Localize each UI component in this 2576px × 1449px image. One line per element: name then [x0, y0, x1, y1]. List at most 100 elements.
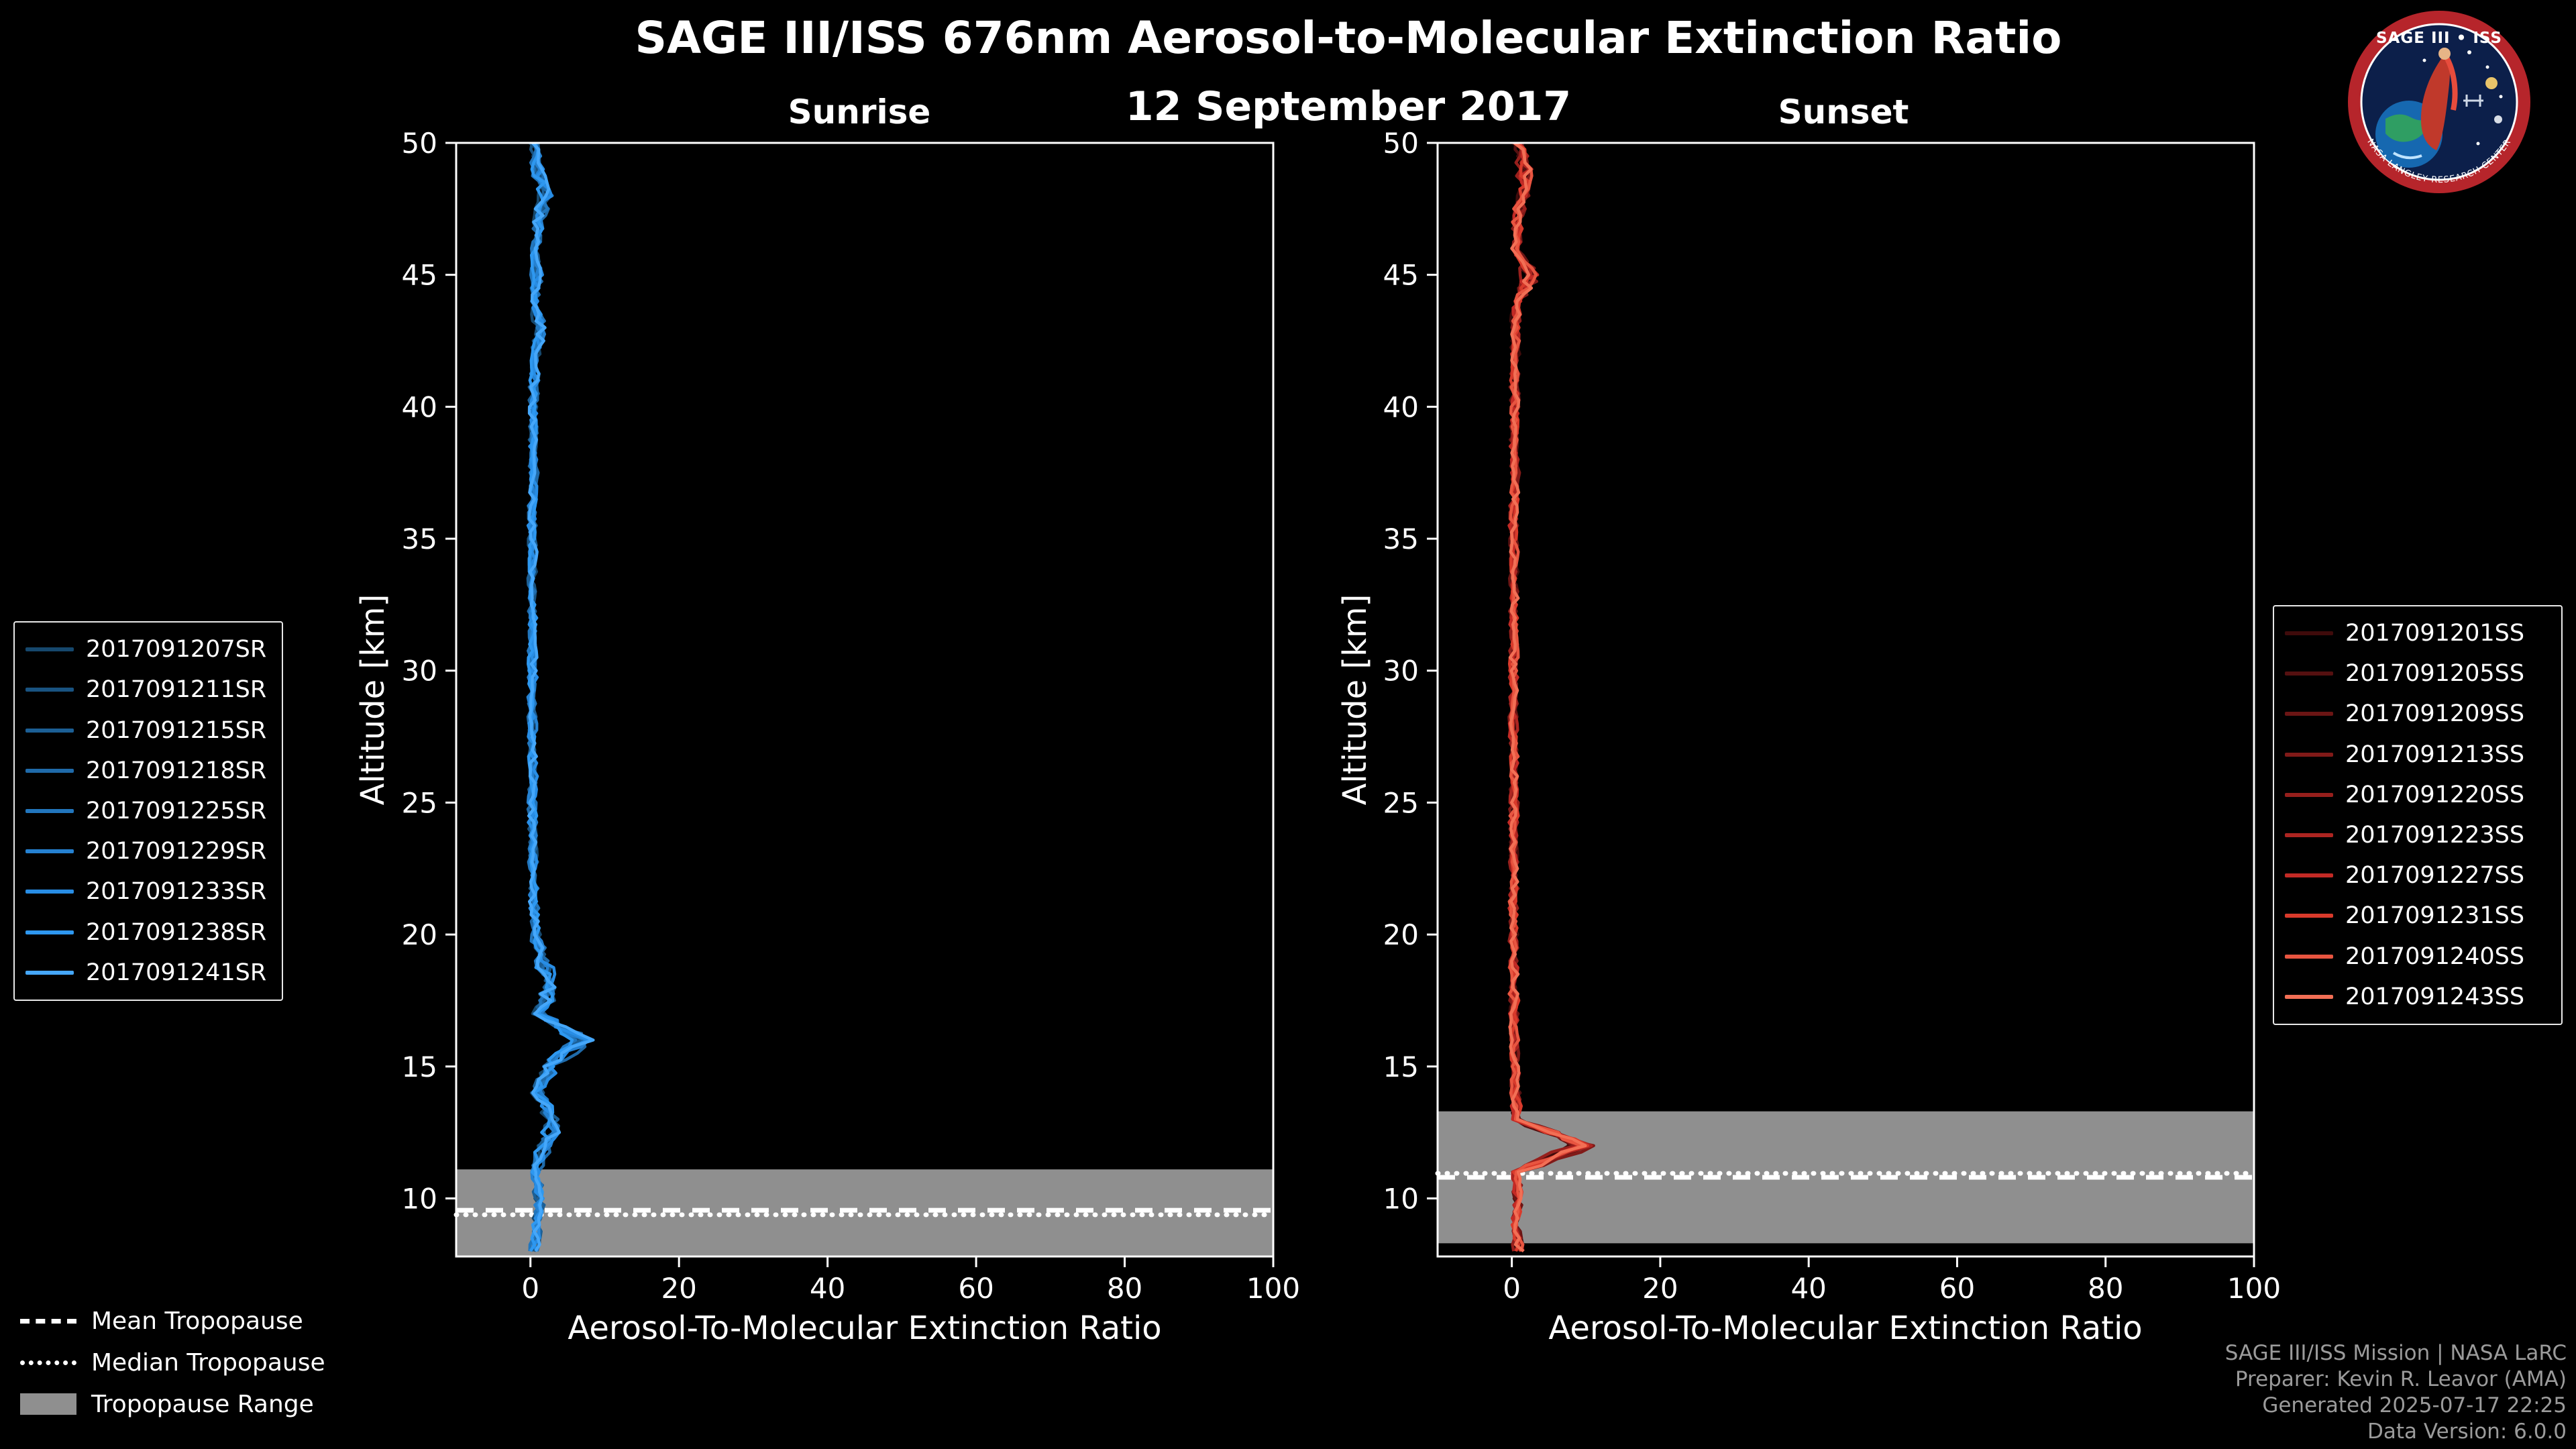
iss-icon [2463, 95, 2483, 107]
tropopause-range-band [456, 1169, 1273, 1256]
sunset-plot: 0 20 40 60 80 100 10 15 20 25 30 35 40 45 50 [1383, 127, 2282, 1305]
y-tick-label: 45 [1383, 259, 1419, 292]
legend-line-swatch [25, 930, 74, 934]
legend-item-median-tropopause: Median Tropopause [20, 1348, 325, 1377]
sun-icon [2485, 77, 2498, 89]
legend-label: 2017091218SR [86, 757, 267, 784]
legend-item: 2017091209SS [2285, 700, 2551, 727]
legend-item: 2017091240SS [2285, 943, 2551, 970]
profile-line-2017091243SS [1508, 143, 1587, 1252]
legend-item: 2017091241SR [25, 959, 271, 986]
gray-patch-swatch [20, 1393, 76, 1415]
logo-graphic: SAGE III • ISS NASA LANGLEY RESEARCH CEN… [2348, 11, 2530, 193]
profile-line-2017091205SS [1507, 143, 1592, 1252]
profile-line-2017091231SS [1507, 143, 1589, 1252]
legend-item: 2017091231SS [2285, 902, 2551, 929]
sunrise-y-axis-label: Altitude [km] [354, 594, 392, 806]
y-tick-label: 35 [1383, 523, 1419, 555]
legend-item: 2017091229SR [25, 838, 271, 865]
legend-label: 2017091238SR [86, 918, 267, 946]
legend-label: 2017091227SS [2345, 862, 2525, 890]
dashed-line-swatch [20, 1318, 76, 1324]
dotted-line-swatch [20, 1360, 76, 1365]
legend-item-mean-tropopause: Mean Tropopause [20, 1307, 325, 1335]
legend-line-swatch [25, 890, 74, 894]
sunrise-plot: 0 20 40 60 80 100 10 15 20 25 30 35 40 45 50 [402, 127, 1301, 1305]
logo-title: SAGE III • ISS [2376, 30, 2502, 47]
y-tick-label: 45 [402, 259, 437, 292]
legend-label: 2017091240SS [2345, 943, 2525, 970]
y-tick-label: 15 [402, 1051, 437, 1083]
footer-generated: Generated 2025-07-17 22:25 [2262, 1393, 2567, 1417]
y-tick-label: 35 [402, 523, 437, 555]
legend-item: 2017091207SR [25, 636, 271, 663]
legend-label: 2017091211SR [86, 676, 267, 704]
legend-label: 2017091209SS [2345, 700, 2525, 728]
legend-label: 2017091207SR [86, 636, 267, 663]
robed-figure [2420, 52, 2451, 150]
legend-label: 2017091243SS [2345, 983, 2525, 1010]
legend-item: 2017091227SS [2285, 862, 2551, 889]
y-tick-label: 20 [1383, 918, 1419, 951]
legend-line-swatch [25, 808, 74, 813]
legend-item: 2017091243SS [2285, 983, 2551, 1010]
legend-item: 2017091238SR [25, 919, 271, 946]
legend-line-swatch [2285, 954, 2333, 959]
footer-credits: SAGE III/ISS Mission | NASA LaRC Prepare… [2225, 1340, 2567, 1445]
page-title: SAGE III/ISS 676nm Aerosol-to-Molecular … [635, 12, 2062, 64]
y-tick-label: 40 [402, 390, 437, 423]
sunrise-chart: 0 20 40 60 80 100 10 15 20 25 30 35 40 45 50 [402, 127, 1301, 1305]
profile-line-2017091240SS [1507, 143, 1583, 1252]
legend-line-swatch [2285, 672, 2333, 676]
legend-label: Tropopause Range [91, 1390, 314, 1418]
star-icon [2499, 95, 2503, 99]
y-tick-label: 30 [1383, 655, 1419, 688]
legend-label: Median Tropopause [91, 1348, 325, 1377]
y-tick-label: 20 [402, 918, 437, 951]
profile-line-2017091213SS [1507, 143, 1595, 1252]
x-tick-label: 0 [521, 1272, 539, 1305]
legend-line-swatch [2285, 994, 2333, 999]
legend-line-swatch [2285, 752, 2333, 757]
legend-item: 2017091225SR [25, 798, 271, 824]
legend-label: Mean Tropopause [91, 1307, 303, 1335]
legend-item-tropopause-range: Tropopause Range [20, 1390, 325, 1418]
axes-frame [455, 142, 1275, 1258]
x-tick-label: 60 [1939, 1272, 1975, 1305]
y-tick-label: 40 [1383, 390, 1419, 423]
robed-figure-arm [2443, 54, 2458, 111]
axes-frame [1436, 142, 2255, 1258]
profile-line-2017091223SS [1507, 143, 1593, 1252]
legend-line-swatch [2285, 631, 2333, 636]
legend-item: 2017091220SS [2285, 782, 2551, 808]
legend-line-swatch [2285, 914, 2333, 918]
legend-label: 2017091223SS [2345, 822, 2525, 849]
sunset-y-axis-label: Altitude [km] [1336, 594, 1374, 806]
footer-mission: SAGE III/ISS Mission | NASA LaRC [2224, 1341, 2567, 1365]
y-tick-label: 15 [1383, 1051, 1419, 1083]
footer-preparer: Preparer: Kevin R. Leavor (AMA) [2235, 1367, 2567, 1391]
y-tick-label: 50 [1383, 127, 1419, 160]
legend-label: 2017091205SS [2345, 660, 2525, 688]
y-tick-label: 10 [1383, 1182, 1419, 1215]
earth-continents [2385, 114, 2430, 142]
sunset-x-axis-label: Aerosol-To-Molecular Extinction Ratio [1548, 1309, 2143, 1347]
legend-line-swatch [2285, 792, 2333, 797]
legend-label: 2017091225SR [86, 797, 267, 824]
legend-line-swatch [2285, 833, 2333, 838]
panel-title-sunset: Sunset [1778, 93, 1909, 131]
star-icon [2485, 65, 2489, 69]
legend-item: 2017091215SR [25, 717, 271, 744]
footer-data-version: Data Version: 6.0.0 [2367, 1419, 2567, 1444]
y-tick-label: 25 [1383, 786, 1419, 819]
legend-line-swatch [25, 647, 74, 652]
legend-label: 2017091201SS [2345, 620, 2525, 647]
sage-iii-iss-logo: SAGE III • ISS NASA LANGLEY RESEARCH CEN… [2345, 8, 2533, 196]
x-tick-label: 80 [2088, 1272, 2123, 1305]
x-tick-label: 60 [958, 1272, 994, 1305]
legend-line-swatch [2285, 712, 2333, 716]
legend-item: 2017091211SR [25, 676, 271, 703]
legend-label: 2017091215SR [86, 716, 267, 744]
legend-item: 2017091205SS [2285, 660, 2551, 687]
